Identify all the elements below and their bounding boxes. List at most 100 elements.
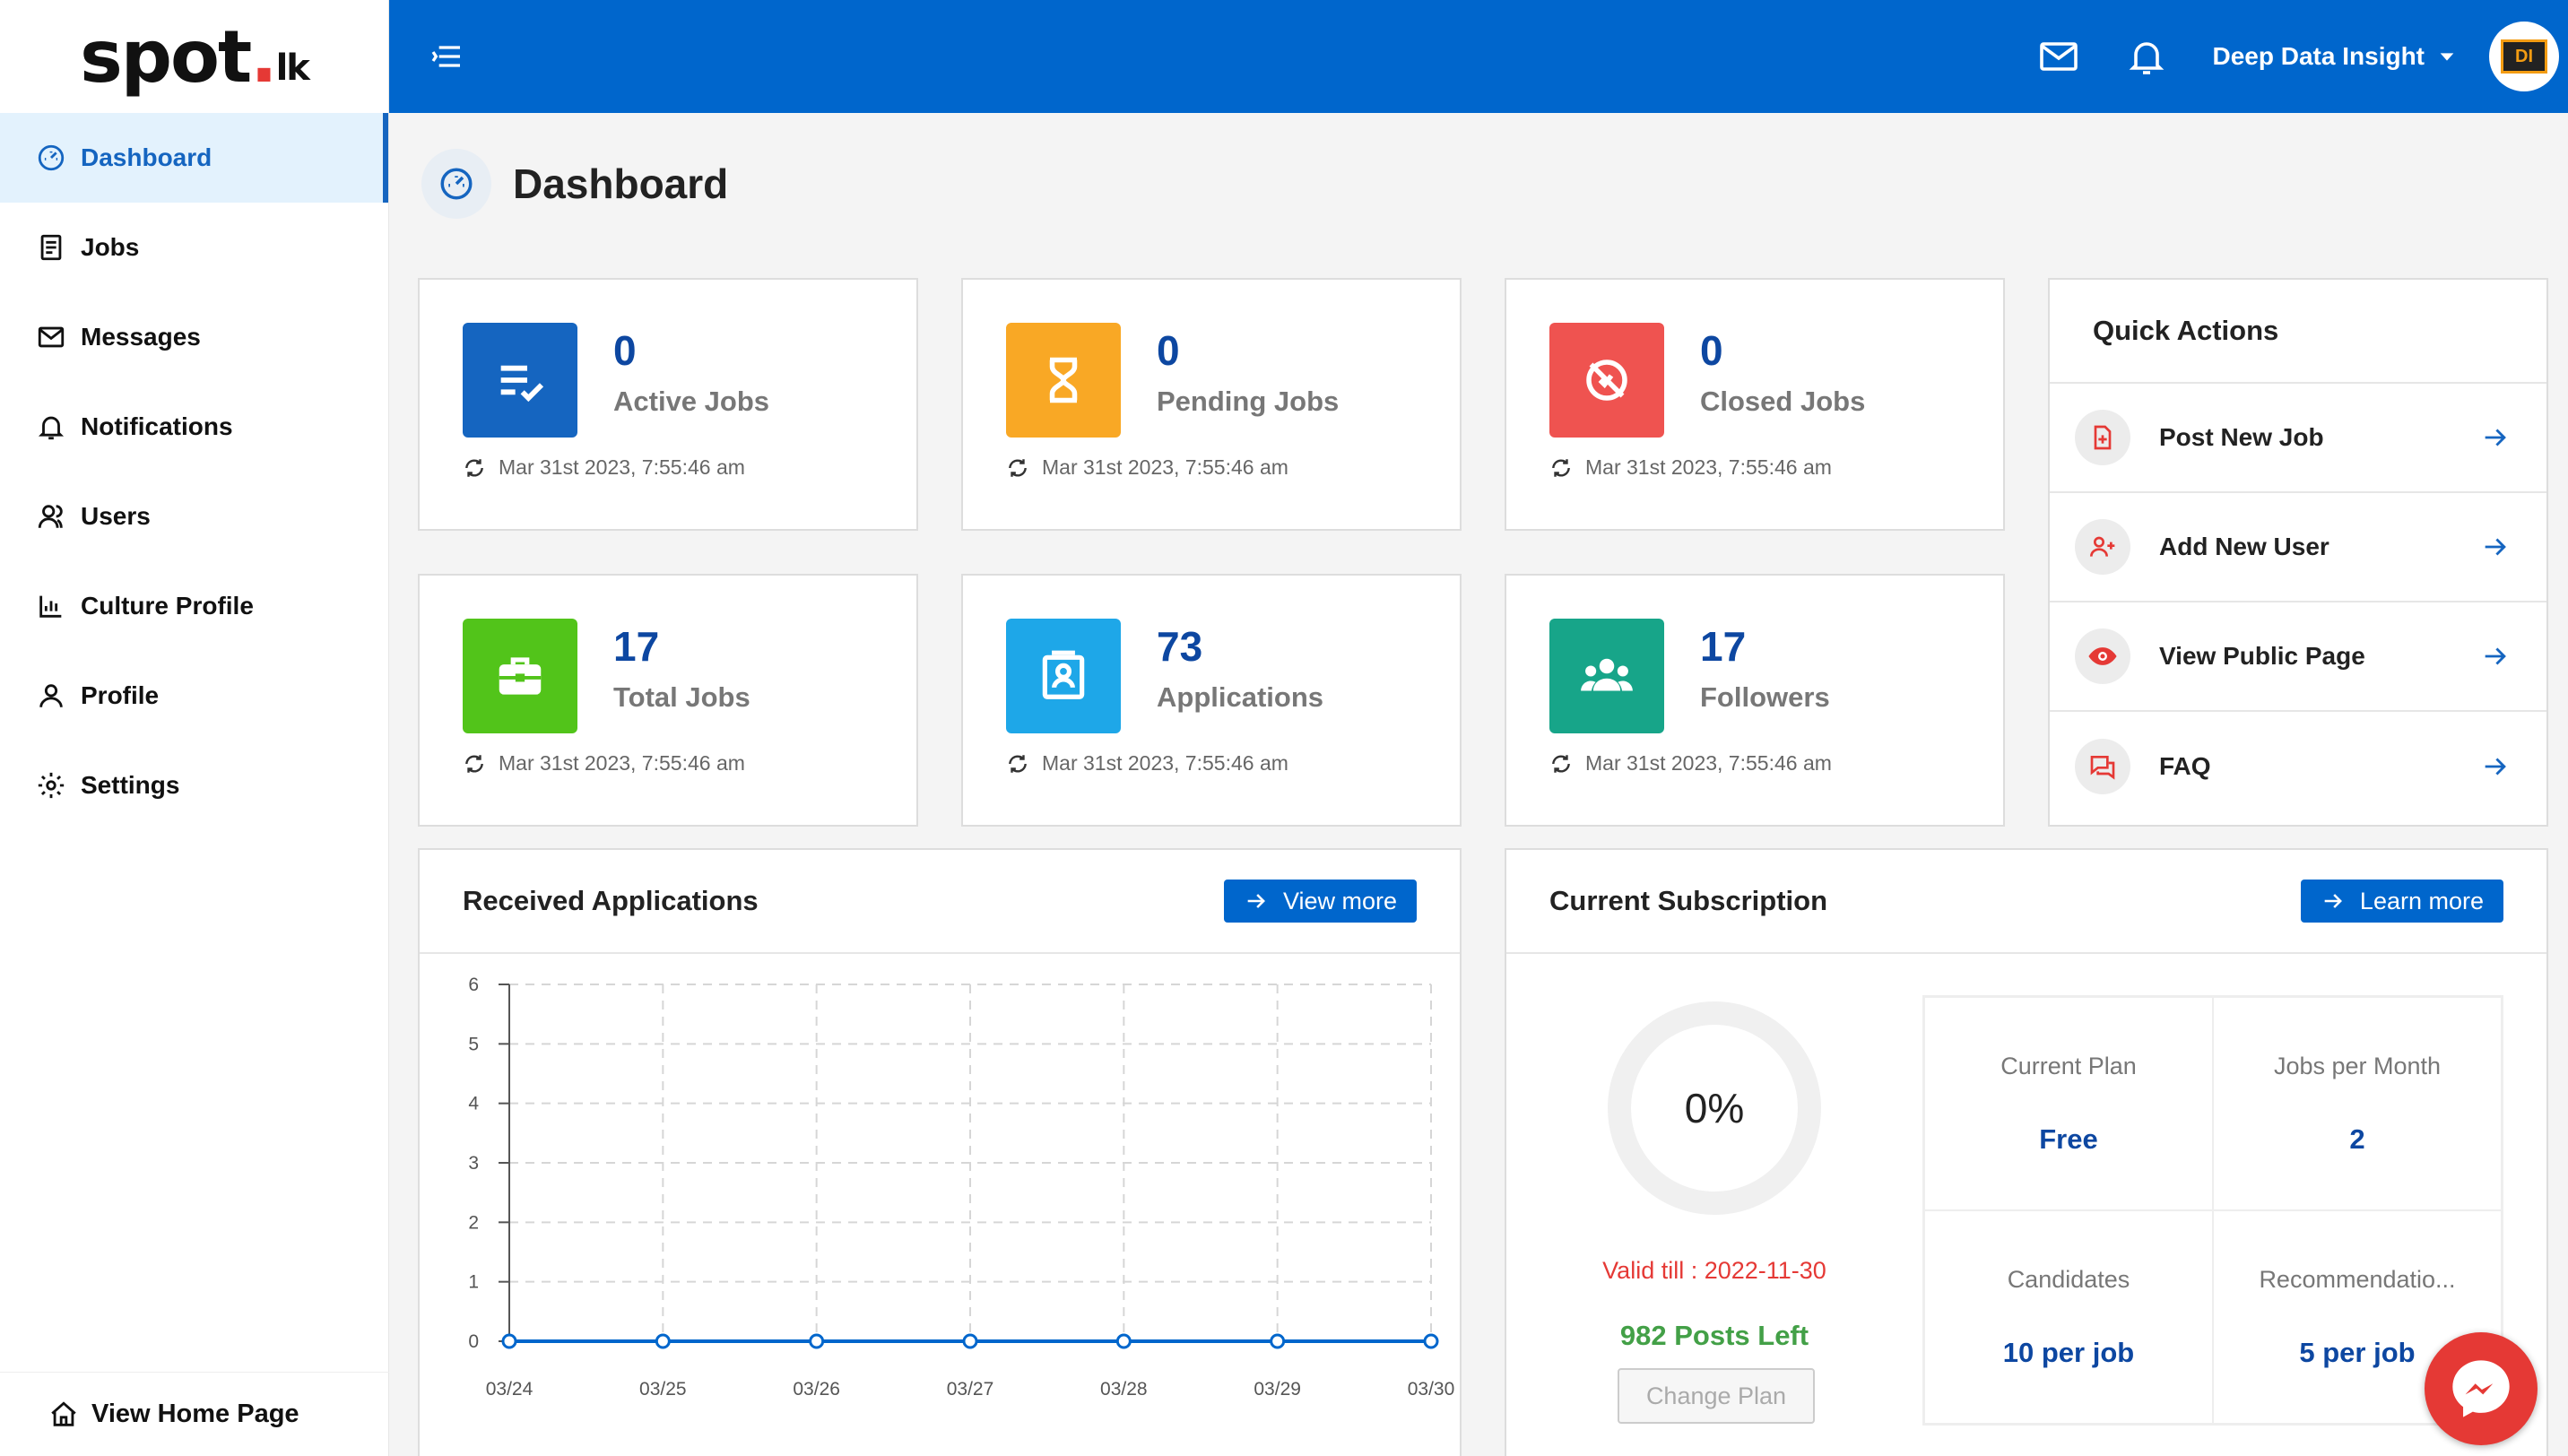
chart-point (809, 1333, 825, 1349)
subscription-header: Current Subscription Learn more (1506, 850, 2546, 954)
top-bar: Deep Data Insight DI (389, 0, 2568, 113)
user-menu-name[interactable]: Deep Data Insight (2212, 42, 2425, 70)
checklist-icon (500, 365, 544, 403)
sidebar-item-notifications[interactable]: Notifications (0, 382, 388, 472)
arrow-right-icon (2485, 429, 2506, 446)
stat-label: Closed Jobs (1700, 386, 1866, 417)
stat-timestamp: Mar 31st 2023, 7:55:46 am (463, 455, 745, 480)
chart-x-tick-label: 03/24 (486, 1379, 534, 1400)
quick-action-view-public-page[interactable]: View Public Page (2050, 602, 2546, 712)
sidebar-item-label: Jobs (81, 233, 140, 261)
sidebar-item-settings[interactable]: Settings (0, 741, 388, 830)
plan-value: 10 per job (2002, 1336, 2135, 1368)
sidebar-item-label: Messages (81, 323, 201, 351)
valid-till-text: Valid till : 2022-11-30 (1602, 1257, 1826, 1284)
stat-timestamp: Mar 31st 2023, 7:55:46 am (1006, 455, 1288, 480)
eye-icon (2088, 647, 2117, 665)
stat-timestamp-text: Mar 31st 2023, 7:55:46 am (1042, 751, 1288, 775)
top-bar-actions: Deep Data Insight DI (2037, 22, 2568, 91)
sidebar: spot. lk Dashboard Jobs Messages Notifica… (0, 0, 389, 1456)
menu-toggle-icon[interactable] (429, 39, 464, 74)
stat-icon-box (1549, 323, 1664, 438)
quick-action-icon-badge (2075, 410, 2130, 465)
sidebar-item-label: Profile (81, 681, 160, 709)
brand-logo[interactable]: spot. lk (0, 0, 388, 113)
avatar-logo: DI (2501, 39, 2547, 74)
avatar[interactable]: DI (2489, 22, 2559, 91)
stat-value: 0 (1157, 327, 1180, 374)
stat-icon-box (1006, 619, 1121, 733)
brand-main: spot (80, 14, 252, 99)
chart-y-tick-label: 6 (468, 975, 479, 995)
view-more-button[interactable]: View more (1223, 880, 1417, 923)
refresh-icon[interactable] (1549, 456, 1573, 480)
chart-y-tick-label: 5 (468, 1034, 479, 1054)
refresh-icon[interactable] (463, 456, 486, 480)
chart-point (1270, 1333, 1286, 1349)
stat-card-pending-jobs: 0 Pending Jobs Mar 31st 2023, 7:55:46 am (961, 278, 1462, 531)
chevron-down-icon[interactable] (2437, 47, 2457, 66)
stat-value: 73 (1157, 623, 1203, 670)
user-plus-icon (2090, 536, 2115, 557)
bell-icon (38, 416, 65, 440)
arrow-right-icon (2485, 758, 2506, 776)
stat-timestamp-text: Mar 31st 2023, 7:55:46 am (499, 751, 745, 775)
plan-cell-candidates: Candidates 10 per job (1924, 1210, 2213, 1424)
stat-icon-box (463, 323, 577, 438)
plan-cell-jobs-per-month: Jobs per Month 2 (2213, 997, 2502, 1210)
sidebar-item-profile[interactable]: Profile (0, 651, 388, 741)
plan-details-grid: Current Plan Free Jobs per Month 2 Candi… (1922, 995, 2503, 1426)
plan-cell-current-plan: Current Plan Free (1924, 997, 2213, 1210)
arrow-right-icon (1247, 894, 1265, 908)
gauge-icon (38, 144, 65, 171)
stat-timestamp: Mar 31st 2023, 7:55:46 am (463, 751, 745, 776)
quick-action-add-new-user[interactable]: Add New User (2050, 493, 2546, 602)
chart-x-tick-label: 03/27 (947, 1379, 994, 1400)
view-home-page-link[interactable]: View Home Page (0, 1372, 389, 1456)
stat-timestamp: Mar 31st 2023, 7:55:46 am (1006, 751, 1288, 776)
chart-point (1115, 1333, 1132, 1349)
sidebar-item-messages[interactable]: Messages (0, 292, 388, 382)
messenger-chat-button[interactable] (2425, 1332, 2538, 1445)
stat-label: Followers (1700, 681, 1830, 713)
quick-action-post-new-job[interactable]: Post New Job (2050, 384, 2546, 493)
chart-y-tick-label: 3 (468, 1153, 479, 1174)
plan-label: Candidates (2007, 1265, 2130, 1293)
received-applications-title: Received Applications (463, 885, 759, 916)
quick-action-faq[interactable]: FAQ (2050, 712, 2546, 821)
stat-icon-box (463, 619, 577, 733)
plan-label: Current Plan (2000, 1052, 2137, 1079)
stat-card-total-jobs: 17 Total Jobs Mar 31st 2023, 7:55:46 am (418, 574, 918, 827)
refresh-icon[interactable] (1006, 752, 1029, 776)
user-icon (39, 684, 63, 707)
usage-donut-ring (1608, 1001, 1821, 1215)
group-icon (1581, 658, 1633, 691)
quick-actions-panel: Quick Actions Post New Job Add New User … (2048, 278, 2548, 827)
change-plan-button[interactable]: Change Plan (1618, 1368, 1815, 1424)
learn-more-button[interactable]: Learn more (2300, 880, 2503, 923)
stat-icon-box (1006, 323, 1121, 438)
refresh-icon[interactable] (463, 752, 486, 776)
briefcase-icon (499, 657, 542, 695)
usage-percent: 0% (1684, 1085, 1745, 1131)
block-icon (1586, 360, 1627, 401)
usage-donut: 0% (1607, 1001, 1822, 1216)
stat-card-closed-jobs: 0 Closed Jobs Mar 31st 2023, 7:55:46 am (1505, 278, 2005, 531)
sidebar-item-jobs[interactable]: Jobs (0, 203, 388, 292)
stat-icon-box (1549, 619, 1664, 733)
chart-x-tick-label: 03/25 (639, 1379, 687, 1400)
stat-value: 0 (1700, 327, 1723, 374)
refresh-icon[interactable] (1549, 752, 1573, 776)
sidebar-item-culture-profile[interactable]: Culture Profile (0, 561, 388, 651)
sidebar-item-dashboard[interactable]: Dashboard (0, 113, 388, 203)
refresh-icon[interactable] (1006, 456, 1029, 480)
applications-line-chart: 0 1 2 3 4 5 6 03/24 03/25 03/26 03/27 03/28 03/29 03/… (468, 975, 1454, 1400)
plan-value: Free (2039, 1122, 2098, 1155)
users-icon (38, 505, 63, 528)
gauge-icon (440, 168, 473, 200)
mail-icon[interactable] (2037, 35, 2080, 78)
sidebar-item-users[interactable]: Users (0, 472, 388, 561)
hourglass-icon (1049, 357, 1078, 403)
bell-icon[interactable] (2125, 35, 2168, 78)
mail-icon (38, 326, 65, 348)
